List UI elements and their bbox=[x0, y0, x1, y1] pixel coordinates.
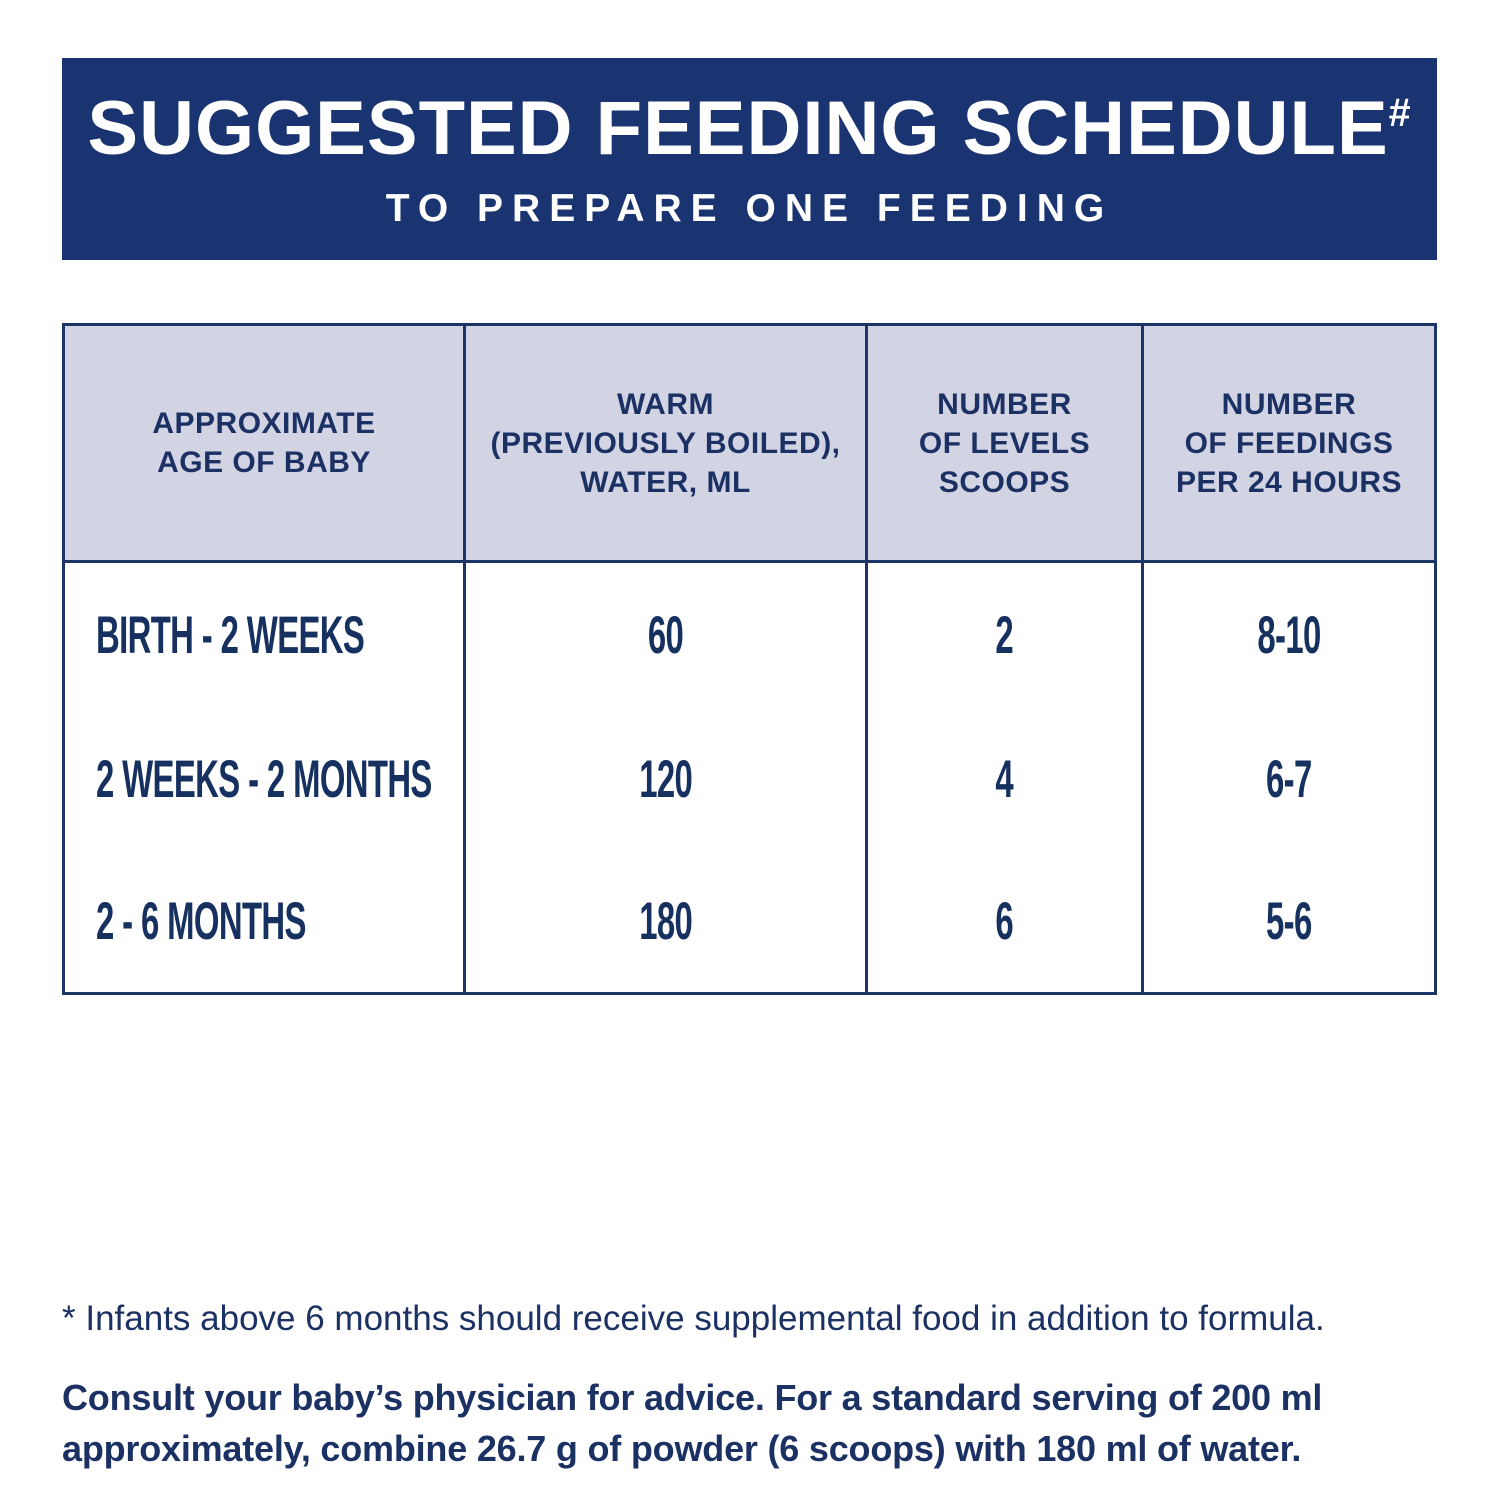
water-ml-value: 180 bbox=[639, 892, 693, 951]
age-value: BIRTH - 2 WEEKS bbox=[96, 605, 365, 665]
table-row-2-water-cell: 120 bbox=[466, 707, 868, 851]
water-ml-value: 120 bbox=[639, 749, 693, 809]
table-row-3-age-cell: 2 - 6 MONTHS bbox=[65, 851, 466, 992]
footnote-consult-physician: Consult your baby’s physician for advice… bbox=[62, 1376, 1323, 1470]
table-row-2-feedings-cell: 6-7 bbox=[1144, 707, 1434, 851]
feedings-value: 8-10 bbox=[1257, 605, 1321, 665]
page-subtitle: TO PREPARE ONE FEEDING bbox=[385, 186, 1114, 230]
table-row-3-water-cell: 180 bbox=[466, 851, 868, 992]
table-row-1-scoops-cell: 2 bbox=[868, 563, 1144, 707]
scoops-value: 4 bbox=[995, 749, 1014, 809]
column-header-age: APPROXIMATE AGE OF BABY bbox=[65, 326, 466, 563]
water-ml-value: 60 bbox=[647, 605, 684, 665]
table-row-1-water-cell: 60 bbox=[466, 563, 868, 707]
footnote-supplemental-food: * Infants above 6 months should receive … bbox=[62, 1299, 1325, 1338]
page-title-text: SUGGESTED FEEDING SCHEDULE bbox=[87, 85, 1389, 171]
column-header-water: WARM (PREVIOUSLY BOILED), WATER, ML bbox=[466, 326, 868, 563]
feedings-value: 5-6 bbox=[1266, 892, 1312, 951]
table-row-1-age-cell: BIRTH - 2 WEEKS bbox=[65, 563, 466, 707]
page-title-superscript: # bbox=[1388, 90, 1412, 135]
table-row-2-age-cell: 2 WEEKS - 2 MONTHS bbox=[65, 707, 466, 851]
age-value: 2 WEEKS - 2 MONTHS bbox=[96, 749, 432, 809]
column-header-scoops: NUMBER OF LEVELS SCOOPS bbox=[868, 326, 1144, 563]
page-title: SUGGESTED FEEDING SCHEDULE# bbox=[87, 90, 1412, 167]
table-row-1-feedings-cell: 8-10 bbox=[1144, 563, 1434, 707]
scoops-value: 2 bbox=[995, 605, 1014, 665]
banner: SUGGESTED FEEDING SCHEDULE# TO PREPARE O… bbox=[62, 58, 1437, 260]
table-row-2-scoops-cell: 4 bbox=[868, 707, 1144, 851]
age-value: 2 - 6 MONTHS bbox=[96, 892, 306, 951]
column-header-feedings: NUMBER OF FEEDINGS PER 24 HOURS bbox=[1144, 326, 1434, 563]
table-row-3-scoops-cell: 6 bbox=[868, 851, 1144, 992]
scoops-value: 6 bbox=[995, 892, 1014, 951]
feedings-value: 6-7 bbox=[1266, 749, 1312, 809]
table-row-3-feedings-cell: 5-6 bbox=[1144, 851, 1434, 992]
footnotes: * Infants above 6 months should receive … bbox=[62, 1296, 1444, 1475]
feeding-schedule-table: APPROXIMATE AGE OF BABY WARM (PREVIOUSLY… bbox=[62, 323, 1437, 995]
